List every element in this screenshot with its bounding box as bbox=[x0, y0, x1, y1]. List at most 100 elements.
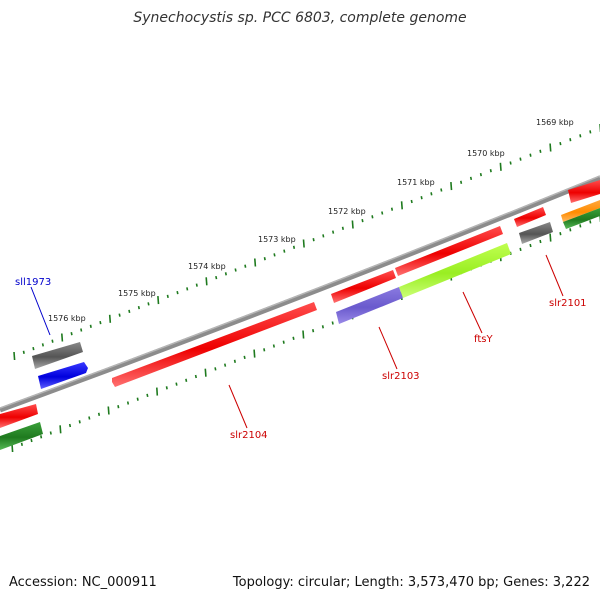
outer-ruler-tick bbox=[469, 176, 473, 181]
feature-slr2101-cds[interactable] bbox=[514, 207, 546, 227]
outer-ruler-tick bbox=[176, 290, 179, 295]
outer-ruler-tick bbox=[166, 294, 169, 299]
outer-ruler-tick bbox=[529, 153, 532, 157]
inner-ruler-tick bbox=[97, 412, 101, 416]
outer-ruler-tick bbox=[400, 201, 403, 210]
inner-ruler-tick bbox=[272, 344, 275, 348]
outer-ruler-tick bbox=[420, 196, 423, 200]
ruler-label-1570: 1570 kbp bbox=[467, 149, 505, 158]
feature-left-edge-green[interactable] bbox=[0, 422, 43, 450]
outer-ruler-tick bbox=[351, 220, 354, 229]
feature-right-edge-cds[interactable] bbox=[568, 180, 600, 203]
outer-ruler-tick bbox=[234, 268, 237, 272]
outer-ruler-tick bbox=[450, 182, 453, 191]
outer-ruler-tick bbox=[186, 287, 189, 291]
inner-ruler-tick bbox=[136, 397, 139, 401]
outer-ruler-tick bbox=[332, 230, 335, 234]
leader-line-sll1973 bbox=[30, 286, 51, 336]
genome-summary: Topology: circular; Length: 3,573,470 bp… bbox=[232, 575, 590, 590]
inner-ruler-tick bbox=[156, 387, 159, 396]
outer-ruler-tick bbox=[341, 226, 344, 230]
ruler-label-1573: 1573 kbp bbox=[258, 235, 296, 244]
inner-ruler-tick bbox=[529, 243, 532, 248]
inner-ruler-tick bbox=[292, 336, 295, 340]
outer-ruler-tick bbox=[312, 238, 315, 242]
ruler-label-1576: 1576 kbp bbox=[48, 314, 86, 323]
genome-backbone-highlight bbox=[0, 175, 600, 409]
feature-slr2101-gray[interactable] bbox=[519, 222, 553, 244]
outer-ruler-tick bbox=[22, 350, 25, 354]
inner-ruler-tick bbox=[117, 405, 120, 409]
outer-ruler-tick bbox=[41, 343, 44, 347]
outer-ruler-tick bbox=[569, 138, 572, 142]
inner-ruler-tick bbox=[539, 239, 542, 244]
inner-ruler-tick bbox=[185, 378, 188, 382]
inner-ruler-tick bbox=[68, 423, 72, 428]
outer-ruler-tick bbox=[390, 207, 394, 211]
feature-sll1973-gray[interactable] bbox=[32, 342, 83, 369]
outer-ruler-tick bbox=[244, 264, 247, 268]
inner-ruler-tick bbox=[126, 401, 130, 405]
outer-ruler-tick bbox=[157, 296, 160, 305]
outer-ruler-tick bbox=[549, 143, 552, 152]
outer-ruler-tick bbox=[254, 258, 257, 267]
inner-ruler-tick bbox=[146, 393, 149, 398]
inner-ruler-tick bbox=[78, 420, 81, 424]
outer-ruler-tick bbox=[273, 253, 276, 257]
outer-ruler-tick bbox=[205, 277, 208, 286]
feature-right-edge-green[interactable] bbox=[563, 208, 600, 229]
accession-label: Accession: NC_000911 bbox=[9, 575, 157, 590]
gene-label-slr2104[interactable]: slr2104 bbox=[230, 430, 268, 441]
outer-ruler-tick bbox=[195, 283, 198, 287]
inner-ruler-tick bbox=[589, 220, 592, 224]
feature-left-edge-cds[interactable] bbox=[0, 404, 38, 428]
inner-ruler-tick bbox=[40, 435, 43, 439]
inner-ruler-tick bbox=[331, 321, 334, 325]
inner-ruler-tick bbox=[302, 330, 305, 339]
feature-slr2103-cds[interactable] bbox=[331, 270, 396, 303]
inner-ruler-tick bbox=[519, 247, 522, 252]
feature-ftsY-cds[interactable] bbox=[395, 226, 503, 276]
gene-label-slr2101[interactable]: slr2101 bbox=[549, 298, 587, 309]
leader-line-ftsY bbox=[462, 291, 483, 334]
inner-ruler-tick bbox=[204, 368, 207, 377]
outer-ruler-tick bbox=[440, 188, 443, 192]
inner-ruler-tick bbox=[165, 386, 168, 390]
outer-ruler-tick bbox=[128, 309, 131, 314]
outer-ruler-tick bbox=[215, 275, 218, 280]
outer-ruler-tick bbox=[89, 324, 92, 328]
outer-ruler-tick bbox=[80, 328, 83, 332]
inner-ruler-tick bbox=[253, 349, 256, 358]
outer-ruler-tick bbox=[519, 157, 522, 161]
gene-label-ftsY[interactable]: ftsY bbox=[474, 334, 493, 345]
feature-right-edge-orange[interactable] bbox=[561, 200, 600, 222]
outer-ruler-tick bbox=[509, 161, 512, 165]
outer-ruler-tick bbox=[70, 332, 73, 336]
inner-ruler-tick bbox=[263, 348, 266, 352]
inner-ruler-tick bbox=[243, 355, 246, 360]
outer-ruler-tick bbox=[322, 234, 325, 238]
feature-slr2104-cds[interactable] bbox=[112, 302, 317, 387]
outer-ruler-tick bbox=[224, 272, 227, 276]
inner-ruler-tick bbox=[175, 382, 178, 386]
feature-slr2103-purple[interactable] bbox=[336, 287, 403, 324]
outer-ruler-tick bbox=[61, 333, 64, 342]
outer-ruler-tick bbox=[499, 162, 502, 171]
outer-ruler-tick bbox=[137, 305, 140, 310]
inner-ruler-tick bbox=[224, 363, 227, 367]
outer-ruler-tick bbox=[51, 339, 54, 343]
feature-sll1973-cds[interactable] bbox=[38, 362, 88, 389]
leader-line-slr2104 bbox=[228, 384, 248, 429]
gene-label-slr2103[interactable]: slr2103 bbox=[382, 371, 420, 382]
outer-ruler-tick bbox=[589, 130, 592, 134]
gene-label-sll1973[interactable]: sll1973 bbox=[15, 277, 51, 288]
ruler-label-1575: 1575 kbp bbox=[118, 289, 156, 298]
feature-ftsY-lime[interactable] bbox=[399, 243, 511, 298]
ruler-label-1571: 1571 kbp bbox=[397, 178, 435, 187]
outer-ruler-tick bbox=[292, 245, 296, 249]
outer-ruler-tick bbox=[108, 314, 112, 323]
outer-ruler-tick bbox=[579, 134, 582, 138]
inner-ruler-tick bbox=[559, 232, 562, 236]
outer-ruler-tick bbox=[99, 320, 102, 325]
